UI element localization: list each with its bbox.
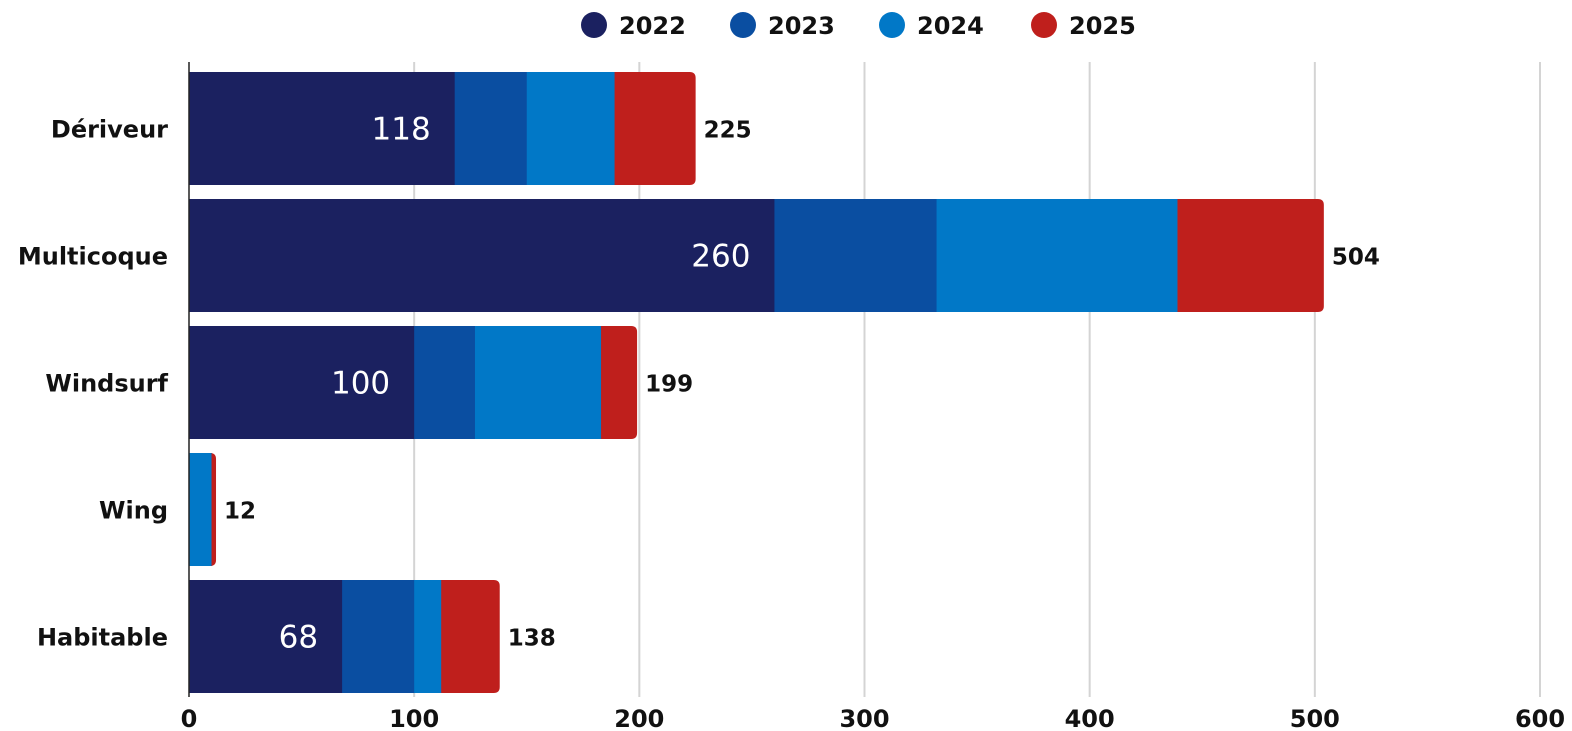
bar-segment-2024 — [189, 453, 213, 566]
legend-label-2022: 2022 — [619, 12, 686, 40]
inner-value-label: 68 — [279, 620, 318, 656]
category-label: Wing — [99, 497, 168, 525]
x-tick-label: 100 — [389, 705, 439, 731]
total-value-label: 138 — [508, 626, 556, 652]
bar-segment-2025 — [614, 72, 696, 185]
x-tick-label: 200 — [614, 705, 664, 731]
total-value-label: 225 — [704, 118, 752, 144]
inner-value-label: 100 — [331, 366, 390, 402]
legend: 2022 2023 2024 2025 — [581, 12, 1136, 40]
bar-segment-2023 — [342, 580, 415, 693]
legend-swatch-2023 — [730, 12, 756, 38]
inner-value-label: 118 — [372, 112, 431, 148]
legend-label-2023: 2023 — [768, 12, 835, 40]
x-tick-label: 0 — [181, 705, 198, 731]
bar-segment-2022 — [189, 72, 456, 185]
inner-value-label: 260 — [691, 239, 750, 275]
total-value-label: 12 — [224, 499, 256, 525]
bar-segment-2023 — [414, 326, 476, 439]
bar-segment-2025 — [441, 580, 500, 693]
bar-segment-2022 — [189, 326, 415, 439]
legend-label-2025: 2025 — [1069, 12, 1136, 40]
bar-segment-2022 — [189, 580, 343, 693]
category-label: Windsurf — [45, 370, 168, 398]
bar-segment-2024 — [474, 326, 602, 439]
x-tick-label: 400 — [1065, 705, 1115, 731]
total-value-label: 199 — [645, 372, 693, 398]
bar-segment-2024 — [936, 199, 1178, 312]
category-labels: Dériveur Multicoque Windsurf Wing Habitable — [18, 116, 169, 652]
bar-segment-2023 — [774, 199, 938, 312]
x-tick-label: 500 — [1290, 705, 1340, 731]
bars — [189, 72, 1324, 693]
x-tick-label: 600 — [1515, 705, 1565, 731]
total-value-label: 504 — [1332, 245, 1380, 271]
bar-segment-2024 — [414, 580, 442, 693]
legend-swatch-2024 — [879, 12, 905, 38]
bar-segment-2024 — [526, 72, 616, 185]
legend-label-2024: 2024 — [917, 12, 984, 40]
category-label: Habitable — [37, 624, 168, 652]
x-axis: 0 100 200 300 400 500 600 — [181, 62, 1565, 731]
category-label: Dériveur — [51, 116, 168, 144]
category-label: Multicoque — [18, 243, 168, 271]
bar-segment-2025 — [601, 326, 638, 439]
value-labels: 118 225 260 504 100 199 12 68 138 — [224, 112, 1380, 656]
bar-segment-2023 — [454, 72, 528, 185]
bar-segment-2025 — [210, 453, 217, 566]
legend-swatch-2022 — [581, 12, 607, 38]
bar-segment-2025 — [1177, 199, 1324, 312]
bar-segment-2022 — [189, 199, 775, 312]
x-tick-label: 300 — [839, 705, 889, 731]
legend-swatch-2025 — [1031, 12, 1057, 38]
